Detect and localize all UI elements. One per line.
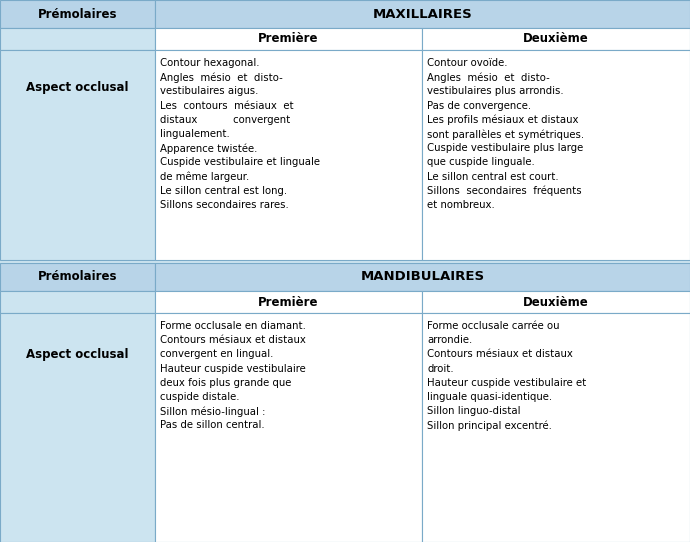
Text: deux fois plus grande que: deux fois plus grande que — [160, 378, 291, 388]
Bar — [0, 263, 155, 291]
Text: MANDIBULAIRES: MANDIBULAIRES — [360, 270, 484, 283]
Bar — [0, 0, 155, 28]
Bar — [0, 50, 155, 260]
Text: de même largeur.: de même largeur. — [160, 172, 249, 182]
Text: Sillon linguo-distal: Sillon linguo-distal — [427, 406, 520, 416]
Text: Prémolaires: Prémolaires — [38, 270, 117, 283]
Text: convergent en lingual.: convergent en lingual. — [160, 350, 273, 359]
Text: Deuxième: Deuxième — [523, 295, 589, 308]
Text: Pas de sillon central.: Pas de sillon central. — [160, 421, 265, 430]
Text: Cuspide vestibulaire plus large: Cuspide vestibulaire plus large — [427, 143, 583, 153]
Text: Aspect occlusal: Aspect occlusal — [26, 348, 129, 361]
Bar — [422, 50, 690, 260]
Bar — [155, 0, 690, 28]
Bar — [155, 291, 422, 313]
Text: Forme occlusale en diamant.: Forme occlusale en diamant. — [160, 321, 306, 331]
Text: Contours mésiaux et distaux: Contours mésiaux et distaux — [160, 335, 306, 345]
Text: Contours mésiaux et distaux: Contours mésiaux et distaux — [427, 350, 573, 359]
Text: Cuspide vestibulaire et linguale: Cuspide vestibulaire et linguale — [160, 157, 320, 167]
Text: vestibulaires plus arrondis.: vestibulaires plus arrondis. — [427, 86, 564, 96]
Text: Forme occlusale carrée ou: Forme occlusale carrée ou — [427, 321, 560, 331]
Text: Sillon mésio-lingual :: Sillon mésio-lingual : — [160, 406, 266, 417]
Bar — [0, 291, 155, 313]
Text: Angles  mésio  et  disto-: Angles mésio et disto- — [160, 72, 283, 83]
Text: Contour ovoïde.: Contour ovoïde. — [427, 58, 508, 68]
Text: que cuspide linguale.: que cuspide linguale. — [427, 157, 535, 167]
Bar — [0, 313, 155, 542]
Text: Les profils mésiaux et distaux: Les profils mésiaux et distaux — [427, 115, 578, 125]
Text: Sillon principal excentré.: Sillon principal excentré. — [427, 421, 552, 431]
Text: Aspect occlusal: Aspect occlusal — [26, 81, 129, 94]
Bar — [155, 28, 422, 50]
Bar — [422, 28, 690, 50]
Text: Le sillon central est court.: Le sillon central est court. — [427, 172, 559, 182]
Text: Angles  mésio  et  disto-: Angles mésio et disto- — [427, 72, 550, 83]
Text: arrondie.: arrondie. — [427, 335, 472, 345]
Text: linguale quasi-identique.: linguale quasi-identique. — [427, 392, 552, 402]
Text: Prémolaires: Prémolaires — [38, 8, 117, 21]
Text: Première: Première — [258, 295, 319, 308]
Text: lingualement.: lingualement. — [160, 129, 230, 139]
Text: Apparence twistée.: Apparence twistée. — [160, 143, 257, 154]
Text: et nombreux.: et nombreux. — [427, 200, 495, 210]
Text: Sillons  secondaires  fréquents: Sillons secondaires fréquents — [427, 186, 582, 196]
Text: distaux           convergent: distaux convergent — [160, 115, 290, 125]
Text: Les  contours  mésiaux  et: Les contours mésiaux et — [160, 101, 294, 111]
Text: droit.: droit. — [427, 364, 453, 373]
Text: Deuxième: Deuxième — [523, 33, 589, 46]
Text: Hauteur cuspide vestibulaire et: Hauteur cuspide vestibulaire et — [427, 378, 586, 388]
Text: Pas de convergence.: Pas de convergence. — [427, 101, 531, 111]
Bar — [0, 28, 155, 50]
Text: cuspide distale.: cuspide distale. — [160, 392, 239, 402]
Bar — [155, 50, 422, 260]
Bar — [422, 313, 690, 542]
Text: Hauteur cuspide vestibulaire: Hauteur cuspide vestibulaire — [160, 364, 306, 373]
Text: MAXILLAIRES: MAXILLAIRES — [373, 8, 473, 21]
Bar — [155, 263, 690, 291]
Text: Première: Première — [258, 33, 319, 46]
Bar — [155, 313, 422, 542]
Text: sont parallèles et symétriques.: sont parallèles et symétriques. — [427, 129, 584, 139]
Text: Contour hexagonal.: Contour hexagonal. — [160, 58, 259, 68]
Bar — [422, 291, 690, 313]
Text: vestibulaires aigus.: vestibulaires aigus. — [160, 86, 258, 96]
Text: Sillons secondaires rares.: Sillons secondaires rares. — [160, 200, 288, 210]
Text: Le sillon central est long.: Le sillon central est long. — [160, 186, 287, 196]
